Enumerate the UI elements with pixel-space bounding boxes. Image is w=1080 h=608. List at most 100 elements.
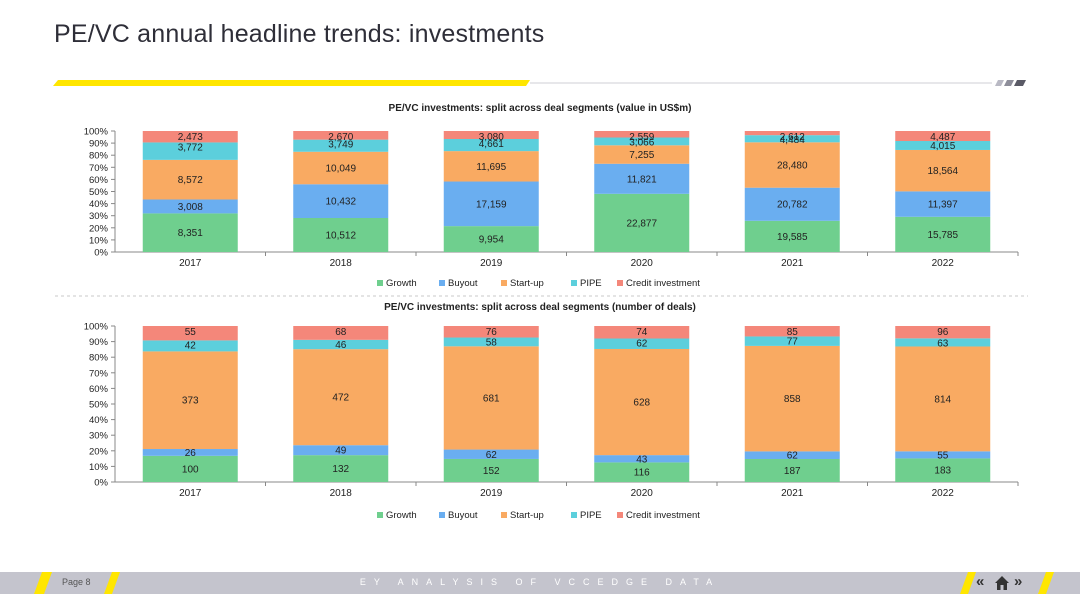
bar-growth-2021 [744,459,840,482]
bar-credit-investment-2021 [744,131,840,136]
y-tick-label: 50% [89,187,109,198]
data-label-start-up-2022: 814 [934,394,951,405]
legend-swatch-start-up [501,512,507,518]
data-label-credit-investment-2018: 2,670 [328,132,353,143]
data-label-growth-2020: 22,877 [626,218,657,229]
bar-buyout-2022 [895,191,991,217]
x-tick-label: 2019 [480,488,503,499]
bar-start-up-2019 [443,151,539,182]
bar-growth-2019 [443,458,539,482]
data-label-buyout-2017: 3,008 [178,202,203,213]
double-chevron-left-icon[interactable]: « [976,573,985,590]
legend-swatch-pipe [571,512,577,518]
bar-start-up-2017 [142,159,238,200]
data-label-pipe-2018: 3,749 [328,140,353,151]
bar-credit-investment-2020 [594,326,690,339]
divider-mark [1004,80,1014,86]
data-label-growth-2019: 152 [483,466,500,477]
data-label-growth-2017: 8,351 [178,228,203,239]
legend-label-growth: Growth [386,278,417,289]
chart-separator [55,295,1028,297]
bar-credit-investment-2018 [293,326,389,340]
x-tick-label: 2019 [480,258,503,269]
page-title: PE/VC annual headline trends: investment… [54,20,545,48]
data-label-pipe-2020: 62 [636,339,648,350]
bar-buyout-2019 [443,181,539,227]
bar-pipe-2020 [594,137,690,146]
divider-mark [1014,80,1026,86]
y-tick-label: 0% [94,248,108,259]
data-label-pipe-2019: 4,661 [479,139,504,150]
bar-growth-2020 [594,193,690,252]
bar-buyout-2018 [293,445,389,456]
accent-bar [53,80,530,86]
data-label-buyout-2018: 10,432 [325,197,356,208]
home-icon[interactable] [994,575,1010,591]
legend-swatch-buyout [439,512,445,518]
data-label-credit-investment-2021: 2,612 [780,132,805,143]
y-tick-label: 50% [89,400,109,411]
bar-growth-2021 [744,220,840,252]
bar-start-up-2022 [895,346,991,452]
data-label-start-up-2021: 28,480 [777,160,808,171]
bar-pipe-2017 [142,340,238,352]
data-label-buyout-2017: 26 [185,448,197,459]
data-label-credit-investment-2017: 55 [185,327,197,338]
y-tick-label: 60% [89,384,109,395]
bar-credit-investment-2022 [895,326,991,339]
bar-start-up-2018 [293,349,389,446]
bar-credit-investment-2019 [443,131,539,140]
bar-credit-investment-2019 [443,326,539,338]
bar-start-up-2022 [895,149,991,192]
data-label-start-up-2020: 628 [633,398,650,409]
bar-pipe-2022 [895,141,991,150]
bar-growth-2018 [293,455,389,482]
data-label-buyout-2021: 20,782 [777,200,808,211]
y-tick-label: 30% [89,431,109,442]
data-label-growth-2019: 9,954 [479,235,504,246]
bar-buyout-2017 [142,449,238,456]
data-label-growth-2018: 10,512 [325,231,356,242]
bar-pipe-2022 [895,338,991,347]
bar-pipe-2021 [744,135,840,143]
footer-accents [34,572,1054,594]
divider-mark [995,80,1004,86]
bar-credit-investment-2021 [744,326,840,337]
x-tick-label: 2020 [631,488,654,499]
data-label-credit-investment-2020: 2,559 [629,132,654,143]
data-label-start-up-2017: 8,572 [178,175,203,186]
data-label-credit-investment-2022: 96 [937,327,949,338]
data-label-growth-2022: 15,785 [927,230,958,241]
bar-pipe-2018 [293,139,389,152]
y-tick-label: 100% [84,322,109,333]
x-tick-label: 2022 [932,258,955,269]
data-label-credit-investment-2018: 68 [335,327,347,338]
legend-label-start-up: Start-up [510,278,544,289]
data-label-growth-2017: 100 [182,464,199,475]
bar-buyout-2021 [744,451,840,460]
data-label-pipe-2022: 63 [937,338,949,349]
bar-growth-2020 [594,462,690,482]
bar-credit-investment-2017 [142,131,238,143]
data-label-credit-investment-2019: 3,080 [479,132,504,143]
bar-growth-2017 [142,455,238,482]
bar-buyout-2020 [594,163,690,194]
y-tick-label: 40% [89,199,109,210]
y-tick-label: 100% [84,127,109,138]
bar-buyout-2022 [895,451,991,459]
bar-start-up-2020 [594,145,690,164]
bar-credit-investment-2022 [895,131,991,142]
bar-buyout-2020 [594,455,690,463]
data-label-credit-investment-2019: 76 [486,327,498,338]
y-tick-label: 10% [89,462,109,473]
data-label-pipe-2020: 3,066 [629,138,654,149]
double-chevron-right-icon[interactable]: » [1014,573,1023,590]
x-tick-label: 2022 [932,488,955,499]
x-tick-label: 2018 [330,258,353,269]
y-tick-label: 40% [89,415,109,426]
y-tick-label: 60% [89,175,109,186]
data-label-growth-2020: 116 [634,468,650,479]
bar-pipe-2020 [594,338,690,349]
y-tick-label: 70% [89,368,109,379]
bar-growth-2022 [895,458,991,482]
